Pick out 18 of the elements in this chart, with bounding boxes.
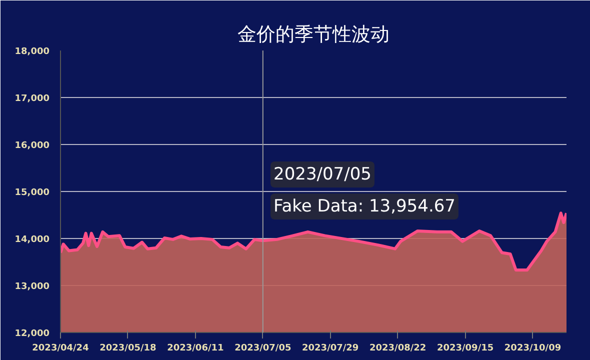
y-tick-label: 15,000 bbox=[14, 188, 50, 198]
x-tick-label: 2023/10/09 bbox=[504, 344, 562, 354]
annotation: 2023/07/05 bbox=[274, 164, 372, 184]
y-tick-label: 16,000 bbox=[14, 141, 50, 151]
y-tick-label: 14,000 bbox=[14, 235, 50, 245]
y-tick-label: 13,000 bbox=[14, 282, 50, 292]
x-tick-label: 2023/06/11 bbox=[167, 344, 224, 354]
x-tick-label: 2023/05/18 bbox=[100, 344, 156, 354]
y-tick-label: 17,000 bbox=[14, 94, 50, 104]
chart-title: 金价的季节性波动 bbox=[238, 24, 390, 46]
x-tick-label: 2023/08/22 bbox=[369, 344, 426, 354]
x-tick-label: 2023/04/24 bbox=[32, 344, 89, 354]
x-tick-label: 2023/07/29 bbox=[302, 344, 359, 354]
y-tick-label: 12,000 bbox=[14, 329, 50, 339]
y-tick-label: 18,000 bbox=[14, 47, 50, 57]
x-tick-label: 2023/09/15 bbox=[436, 344, 494, 354]
x-tick-label: 2023/07/05 bbox=[234, 344, 292, 354]
text: Fake Data: 13,954.67 bbox=[274, 196, 456, 216]
